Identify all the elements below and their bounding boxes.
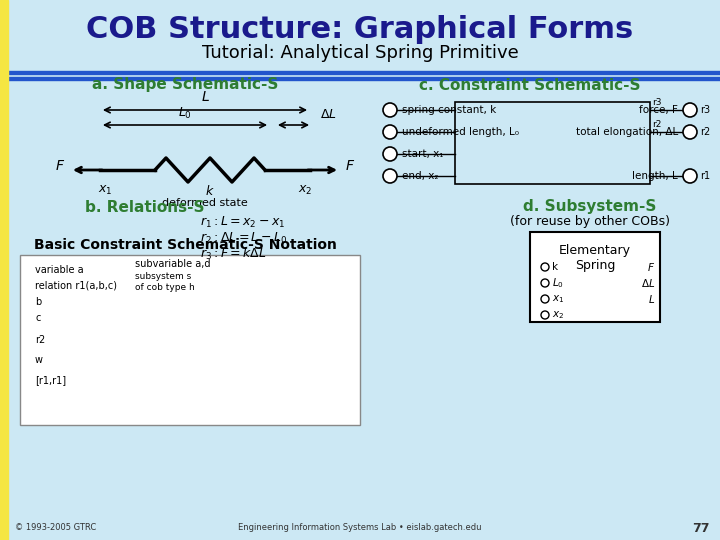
Bar <box>8 77 720 80</box>
Text: total elongation, ΔL: total elongation, ΔL <box>576 127 678 137</box>
Text: Tutorial: Analytical Spring Primitive: Tutorial: Analytical Spring Primitive <box>202 44 518 62</box>
Bar <box>0 0 8 540</box>
Text: force, F: force, F <box>639 105 678 115</box>
Text: r2: r2 <box>700 127 710 137</box>
Text: r1: r1 <box>700 171 710 181</box>
Text: COB Structure: Graphical Forms: COB Structure: Graphical Forms <box>86 16 634 44</box>
Text: a. Shape Schematic-S: a. Shape Schematic-S <box>92 78 278 92</box>
Text: d. Subsystem-S: d. Subsystem-S <box>523 199 657 214</box>
Bar <box>8 71 720 74</box>
Text: relation r1(a,b,c): relation r1(a,b,c) <box>35 281 117 291</box>
Circle shape <box>383 147 397 161</box>
Text: 77: 77 <box>693 522 710 535</box>
Circle shape <box>683 125 697 139</box>
Text: $x_2$: $x_2$ <box>298 184 312 197</box>
Text: $r_1 : L = x_2 - x_1$: $r_1 : L = x_2 - x_1$ <box>200 214 285 230</box>
Text: Engineering Information Systems Lab • eislab.gatech.edu: Engineering Information Systems Lab • ei… <box>238 523 482 532</box>
Circle shape <box>683 103 697 117</box>
Text: Elementary
Spring: Elementary Spring <box>559 244 631 272</box>
Text: Basic Constraint Schematic-S Notation: Basic Constraint Schematic-S Notation <box>34 238 336 252</box>
Text: b. Relations-S: b. Relations-S <box>85 199 204 214</box>
Bar <box>20 255 360 425</box>
Text: r3: r3 <box>652 98 662 107</box>
Text: $L$: $L$ <box>648 293 655 305</box>
Text: spring constant, k: spring constant, k <box>402 105 496 115</box>
Text: r3: r3 <box>700 105 710 115</box>
Text: c: c <box>35 313 40 323</box>
Text: $L$: $L$ <box>201 90 210 104</box>
Text: end, x₂: end, x₂ <box>402 171 438 181</box>
Text: subsystem s
of cob type h: subsystem s of cob type h <box>135 272 194 292</box>
Text: variable a: variable a <box>35 265 84 275</box>
Text: [r1,r1]: [r1,r1] <box>35 375 66 385</box>
Text: undeformed length, L₀: undeformed length, L₀ <box>402 127 519 137</box>
Text: © 1993-2005 GTRC: © 1993-2005 GTRC <box>15 523 96 532</box>
Text: start, x₁: start, x₁ <box>402 149 444 159</box>
Text: (for reuse by other COBs): (for reuse by other COBs) <box>510 215 670 228</box>
Text: r2: r2 <box>652 120 662 129</box>
Text: $\Delta L$: $\Delta L$ <box>320 108 337 121</box>
Text: $x_2$: $x_2$ <box>552 309 564 321</box>
Text: $F$: $F$ <box>647 261 655 273</box>
Text: deformed state: deformed state <box>162 198 248 208</box>
Text: k: k <box>552 262 558 272</box>
Circle shape <box>383 125 397 139</box>
Text: r2: r2 <box>35 335 45 345</box>
Circle shape <box>541 279 549 287</box>
Circle shape <box>541 295 549 303</box>
Bar <box>530 232 660 322</box>
Text: subvariable a,d: subvariable a,d <box>135 259 210 269</box>
Text: $r_2 : \Delta L = L - L_0$: $r_2 : \Delta L = L - L_0$ <box>200 231 287 246</box>
Text: $k$: $k$ <box>205 184 215 198</box>
Text: length, L: length, L <box>632 171 678 181</box>
Text: $F$: $F$ <box>55 159 65 173</box>
Text: $L_0$: $L_0$ <box>178 106 192 121</box>
Text: $r_3 : F = k\Delta L$: $r_3 : F = k\Delta L$ <box>200 246 266 262</box>
Text: w: w <box>35 355 43 365</box>
Text: $x_1$: $x_1$ <box>552 293 564 305</box>
Circle shape <box>383 169 397 183</box>
Bar <box>455 102 650 184</box>
Circle shape <box>541 311 549 319</box>
Circle shape <box>683 169 697 183</box>
Circle shape <box>383 103 397 117</box>
Text: $\Delta L$: $\Delta L$ <box>641 277 655 289</box>
Text: $F$: $F$ <box>345 159 355 173</box>
Text: $L_0$: $L_0$ <box>552 276 564 290</box>
Text: b: b <box>35 297 41 307</box>
Text: $x_1$: $x_1$ <box>98 184 112 197</box>
Bar <box>8 0 720 70</box>
Circle shape <box>541 263 549 271</box>
Text: c. Constraint Schematic-S: c. Constraint Schematic-S <box>419 78 641 92</box>
